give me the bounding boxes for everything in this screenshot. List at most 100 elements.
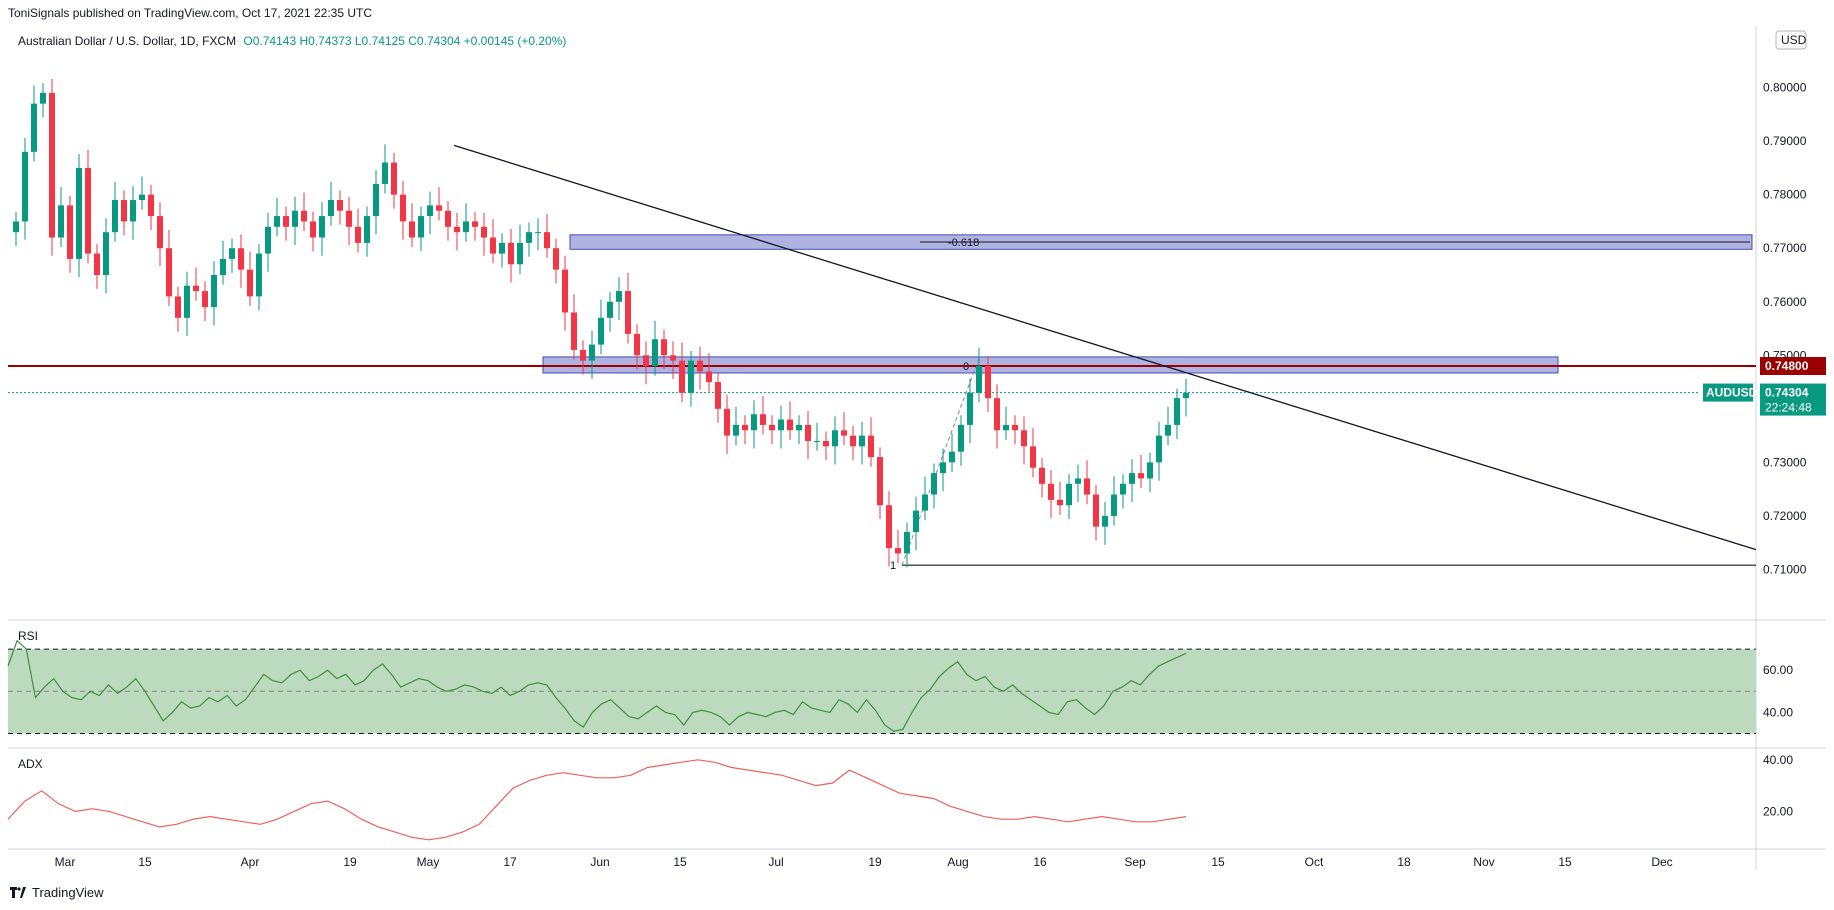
candle-body: [769, 424, 775, 431]
candle-body: [1021, 430, 1027, 447]
candle-body: [454, 226, 460, 233]
candle-body: [400, 194, 406, 222]
candle-body: [976, 366, 982, 393]
candle-body: [283, 216, 289, 227]
candle-body: [706, 371, 712, 383]
candle-body: [202, 291, 208, 308]
time-tick-label: 16: [1033, 855, 1047, 869]
change-value: +0.00145 (+0.20%): [463, 34, 567, 48]
time-tick-label: Sep: [1124, 855, 1146, 869]
candle-body: [742, 424, 748, 431]
adx-axis[interactable]: 40.00 20.00: [1763, 753, 1793, 819]
candle-body: [670, 355, 676, 361]
candle-body: [643, 355, 649, 367]
candle-body: [310, 221, 316, 238]
candle-body: [499, 242, 505, 254]
candle-body: [292, 210, 298, 227]
candle-body: [130, 200, 136, 222]
candle-body: [949, 451, 955, 463]
fib-level-label-upper: -0.618: [948, 237, 979, 249]
candle-body: [913, 510, 919, 533]
candle-body: [850, 435, 856, 447]
open-value: O0.74143: [243, 34, 297, 48]
price-tick-label: 0.72000: [1763, 509, 1807, 523]
candle-body: [166, 248, 172, 297]
price-axis[interactable]: 0.800000.790000.780000.770000.760000.750…: [1763, 81, 1807, 577]
candle-body: [1057, 499, 1063, 506]
candle-body: [985, 366, 991, 399]
price-tick-label: 0.80000: [1763, 81, 1807, 95]
candle-body: [733, 424, 739, 436]
candle-body: [841, 430, 847, 436]
adx-tick-label: 40.00: [1763, 753, 1793, 767]
tradingview-logo-icon: [10, 886, 26, 898]
currency-badge[interactable]: [1775, 30, 1807, 50]
candle-body: [40, 92, 46, 104]
resistance-price-label: 0.74800: [1765, 359, 1809, 373]
chart-canvas[interactable]: RSI ADX -0.618 0 1 0.800000.790000.78000…: [0, 0, 1834, 885]
candle-body: [1048, 483, 1054, 500]
candle-body: [544, 232, 550, 249]
bar-countdown: 22:24:48: [1765, 401, 1812, 415]
candle-body: [616, 291, 622, 302]
candle-body: [472, 221, 478, 227]
candle-body: [886, 505, 892, 549]
time-axis[interactable]: Mar 15 Apr 19 May 17 Jun 15 Jul 19 Aug 16 Sep 15 Oct 18…: [55, 855, 1673, 869]
time-tick-label: Jul: [768, 855, 783, 869]
candle-body: [994, 398, 1000, 431]
currency-label: USD: [1781, 33, 1807, 47]
candle-body: [103, 232, 109, 275]
ohlc-values: O0.74143 H0.74373 L0.74125 C0.74304 +0.0…: [243, 34, 566, 48]
adx-line: [7, 759, 1187, 841]
last-price-tag: [1760, 383, 1826, 416]
candle-body: [652, 339, 658, 367]
time-tick-label: Apr: [241, 855, 260, 869]
candle-body: [1111, 494, 1117, 516]
fib-zone-lower[interactable]: [542, 356, 1559, 374]
time-tick-label: Dec: [1651, 855, 1672, 869]
price-tick-label: 0.73000: [1763, 455, 1807, 469]
rsi-line: [7, 639, 1187, 732]
last-price-value: 0.74304: [1765, 386, 1809, 400]
candle-body: [373, 183, 379, 217]
resistance-price-tag: [1760, 357, 1826, 376]
candle-body: [1084, 478, 1090, 495]
candle-body: [535, 232, 541, 234]
candle-body: [589, 344, 595, 361]
price-tick-label: 0.71000: [1763, 562, 1807, 576]
high-value: H0.74373: [299, 34, 352, 48]
candle-body: [1129, 473, 1135, 484]
rsi-axis[interactable]: 60.00 40.00: [1763, 663, 1793, 719]
candle-body: [391, 162, 397, 195]
candle-body: [31, 103, 37, 152]
candle-body: [724, 408, 730, 436]
tradingview-logo-text: TradingView: [32, 885, 104, 900]
candle-body: [607, 301, 613, 318]
candle-body: [58, 205, 64, 238]
time-tick-label: 18: [1397, 855, 1411, 869]
candle-body: [787, 419, 793, 431]
candle-body: [931, 473, 937, 495]
adx-tick-label: 20.00: [1763, 804, 1793, 818]
candle-body: [355, 226, 361, 243]
candle-body: [634, 333, 640, 356]
symbol-tag-label: AUDUSD: [1706, 386, 1758, 400]
candle-body: [1066, 483, 1072, 506]
time-tick-label: Mar: [55, 855, 76, 869]
candle-body: [697, 360, 703, 372]
candle-body: [238, 248, 244, 270]
candlestick-series: [13, 79, 1189, 568]
candle-body: [445, 210, 451, 227]
candle-body: [481, 226, 487, 238]
candle-body: [904, 532, 910, 554]
candle-body: [967, 392, 973, 425]
candle-body: [76, 167, 82, 259]
publisher-header-text: ToniSignals published on TradingView.com…: [8, 6, 372, 20]
candle-body: [1003, 424, 1009, 431]
downtrend-line[interactable]: [453, 144, 1757, 551]
candle-body: [760, 414, 766, 425]
candle-body: [121, 200, 127, 222]
candle-body: [580, 349, 586, 361]
candle-body: [1165, 424, 1171, 436]
price-tick-label: 0.78000: [1763, 188, 1807, 202]
